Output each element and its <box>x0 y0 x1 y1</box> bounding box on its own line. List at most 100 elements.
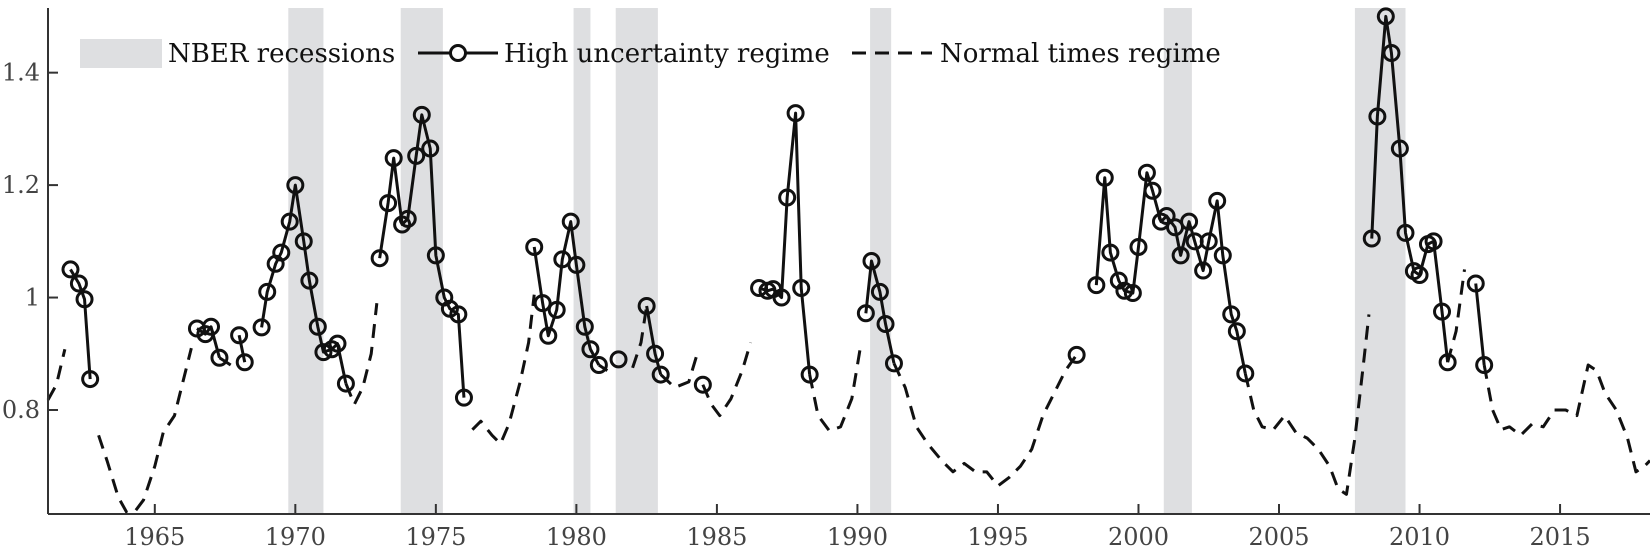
high-uncertainty-point-83 <box>1213 246 1232 265</box>
x-tick-label-2000: 2000 <box>1108 523 1169 548</box>
high-uncertainty-point-21 <box>328 334 347 353</box>
x-tick-label-1975: 1975 <box>405 523 466 548</box>
high-uncertainty-point-45 <box>589 356 608 375</box>
high-uncertainty-point-81 <box>1199 232 1218 251</box>
high-uncertainty-point-30 <box>421 139 440 158</box>
high-uncertainty-point-65 <box>1087 276 1106 295</box>
high-uncertainty-regime-series <box>61 7 1494 407</box>
high-uncertainty-point-22 <box>336 374 355 393</box>
high-uncertainty-point-7 <box>210 348 229 367</box>
normal-times-line-segment-11 <box>1243 314 1371 496</box>
high-uncertainty-point-6 <box>202 317 221 336</box>
high-uncertainty-point-82 <box>1208 191 1227 210</box>
high-uncertainty-point-99 <box>1466 274 1485 293</box>
legend: NBER recessions High uncertainty regime … <box>80 39 1221 69</box>
high-uncertainty-point-72 <box>1137 163 1156 182</box>
high-uncertainty-point-75 <box>1157 207 1176 226</box>
high-uncertainty-point-88 <box>1368 107 1387 126</box>
high-uncertainty-point-24 <box>379 194 398 213</box>
high-uncertainty-point-98 <box>1438 353 1457 372</box>
high-uncertainty-point-35 <box>454 388 473 407</box>
high-uncertainty-point-58 <box>800 365 819 384</box>
legend-label-normal-times: Normal times regime <box>940 39 1221 69</box>
high-uncertainty-point-96 <box>1424 232 1443 251</box>
high-uncertainty-point-10 <box>252 318 271 337</box>
y-tick-label-3: 1.4 <box>2 59 40 87</box>
high-uncertainty-point-1 <box>69 274 88 293</box>
legend-label-recessions: NBER recessions <box>168 39 395 69</box>
high-uncertainty-point-25 <box>384 149 403 168</box>
high-uncertainty-point-16 <box>294 232 313 251</box>
high-uncertainty-point-28 <box>407 146 426 165</box>
high-uncertainty-line-segment-1 <box>196 325 221 359</box>
high-uncertainty-line-segment-13 <box>1370 14 1450 363</box>
high-uncertainty-point-39 <box>547 300 566 319</box>
normal-times-line-segment-8 <box>701 342 753 418</box>
high-uncertainty-point-43 <box>575 317 594 336</box>
high-uncertainty-point-48 <box>646 344 665 363</box>
high-uncertainty-point-38 <box>539 326 558 345</box>
high-uncertainty-point-44 <box>581 340 600 359</box>
high-uncertainty-point-31 <box>426 246 445 265</box>
x-tick-label-1990: 1990 <box>827 523 888 548</box>
high-uncertainty-point-54 <box>772 288 791 307</box>
normal-times-line-segment-1 <box>97 347 193 514</box>
high-uncertainty-point-62 <box>876 314 895 333</box>
high-uncertainty-line-segment-4 <box>378 113 466 398</box>
x-tick-label-2010: 2010 <box>1389 523 1450 548</box>
x-tick-label-2015: 2015 <box>1530 523 1591 548</box>
axes: 1965 1970 1975 1980 1985 1990 1995 2000 2005 2010… <box>2 8 1650 548</box>
high-uncertainty-point-3 <box>81 370 100 389</box>
high-uncertainty-point-89 <box>1376 7 1395 26</box>
high-uncertainty-point-66 <box>1095 168 1114 187</box>
high-uncertainty-point-23 <box>370 249 389 268</box>
high-uncertainty-point-29 <box>412 105 431 124</box>
high-uncertainty-point-2 <box>75 290 94 309</box>
high-uncertainty-point-57 <box>792 278 811 297</box>
high-uncertainty-point-97 <box>1433 302 1452 321</box>
high-uncertainty-point-34 <box>449 305 468 324</box>
high-uncertainty-point-59 <box>856 304 875 323</box>
high-uncertainty-point-9 <box>235 353 254 372</box>
high-uncertainty-point-27 <box>398 209 417 228</box>
high-uncertainty-point-85 <box>1227 322 1246 341</box>
high-uncertainty-point-56 <box>786 104 805 123</box>
high-uncertainty-point-77 <box>1171 246 1190 265</box>
legend-label-high-uncertainty: High uncertainty regime <box>504 39 830 69</box>
x-tick-label-2005: 2005 <box>1248 523 1309 548</box>
x-tick-label-1970: 1970 <box>265 523 326 548</box>
high-uncertainty-point-50 <box>693 375 712 394</box>
high-uncertainty-point-91 <box>1390 139 1409 158</box>
high-uncertainty-point-47 <box>637 296 656 315</box>
high-uncertainty-point-78 <box>1180 212 1199 231</box>
high-uncertainty-line-segment-2 <box>237 334 247 363</box>
high-uncertainty-point-20 <box>322 340 341 359</box>
high-uncertainty-line-segment-10 <box>864 259 896 364</box>
high-uncertainty-line-segment-14 <box>1474 283 1486 366</box>
recession-band-3 <box>615 8 658 514</box>
high-uncertainty-point-49 <box>651 365 670 384</box>
normal-times-line-segment-4 <box>471 294 536 446</box>
high-uncertainty-point-11 <box>258 282 277 301</box>
y-tick-label-2: 1.2 <box>2 171 40 199</box>
high-uncertainty-point-37 <box>533 294 552 313</box>
high-uncertainty-point-17 <box>300 271 319 290</box>
legend-swatch-recessions <box>80 39 162 68</box>
high-uncertainty-point-46 <box>609 350 628 369</box>
high-uncertainty-point-92 <box>1396 223 1415 242</box>
normal-times-line-segment-6 <box>631 305 649 369</box>
recession-bands <box>288 8 1406 514</box>
x-tick-label-1995: 1995 <box>967 523 1028 548</box>
high-uncertainty-point-64 <box>1067 345 1086 364</box>
x-tick-label-1985: 1985 <box>686 523 747 548</box>
high-uncertainty-point-60 <box>862 252 881 270</box>
normal-times-line-segment-13 <box>1482 363 1650 474</box>
high-uncertainty-point-71 <box>1129 237 1148 256</box>
high-uncertainty-point-36 <box>525 237 544 256</box>
recession-band-4 <box>870 8 892 514</box>
normal-times-line-segment-3 <box>344 303 379 406</box>
y-tick-label-0: 0.8 <box>2 396 40 424</box>
normal-times-regime-series <box>46 269 1650 514</box>
normal-times-line-segment-0 <box>46 348 67 401</box>
